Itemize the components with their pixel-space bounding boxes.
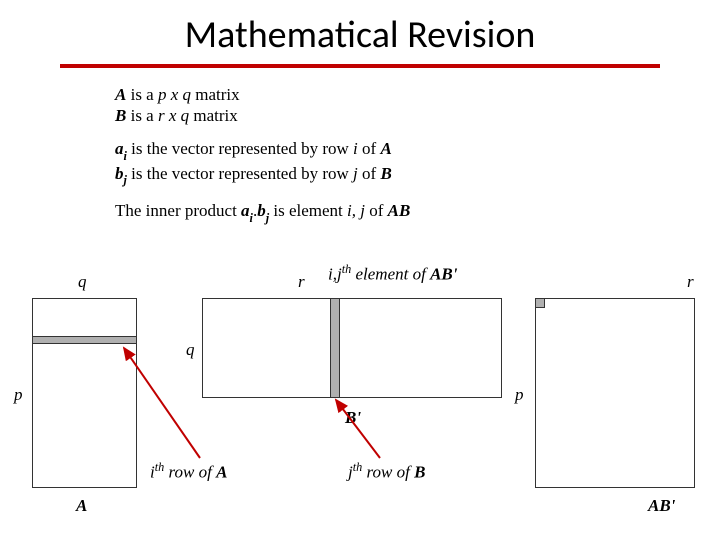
slide-title: Mathematical Revision bbox=[0, 12, 720, 58]
matrix-AB-box bbox=[535, 298, 695, 488]
definitions-matrices: A is a p x q matrix B is a r x q matrix bbox=[115, 84, 240, 127]
matrix-A-row-highlight bbox=[32, 336, 137, 344]
label-ith-row-A: ith row of A bbox=[150, 460, 227, 483]
title-rule bbox=[60, 64, 660, 68]
label-p-left-A: p bbox=[14, 385, 23, 405]
label-p-left-AB: p bbox=[515, 385, 524, 405]
label-AB-prime: AB' bbox=[648, 496, 675, 516]
label-A: A bbox=[76, 496, 87, 516]
definitions-vectors: ai is the vector represented by row i of… bbox=[115, 138, 392, 187]
label-r-over-B: r bbox=[298, 272, 305, 292]
label-jth-row-B: jth row of B bbox=[348, 460, 425, 483]
label-q-over-A: q bbox=[78, 272, 87, 292]
matrix-B-col-highlight bbox=[330, 298, 340, 398]
def-bj: bj is the vector represented by row j of… bbox=[115, 163, 392, 188]
def-B: B is a r x q matrix bbox=[115, 105, 240, 126]
matrix-B-box bbox=[202, 298, 502, 398]
def-A: A is a p x q matrix bbox=[115, 84, 240, 105]
matrix-A-box bbox=[32, 298, 137, 488]
label-B-prime: B' bbox=[345, 408, 361, 428]
label-r-over-AB: r bbox=[687, 272, 694, 292]
label-q-left-B: q bbox=[186, 340, 195, 360]
def-ai: ai is the vector represented by row i of… bbox=[115, 138, 392, 163]
matrix-AB-cell-highlight bbox=[535, 298, 545, 308]
label-ij-element: i,jth element of AB' bbox=[328, 262, 457, 285]
definition-inner-product: The inner product ai.bj is element i, j … bbox=[115, 200, 410, 225]
